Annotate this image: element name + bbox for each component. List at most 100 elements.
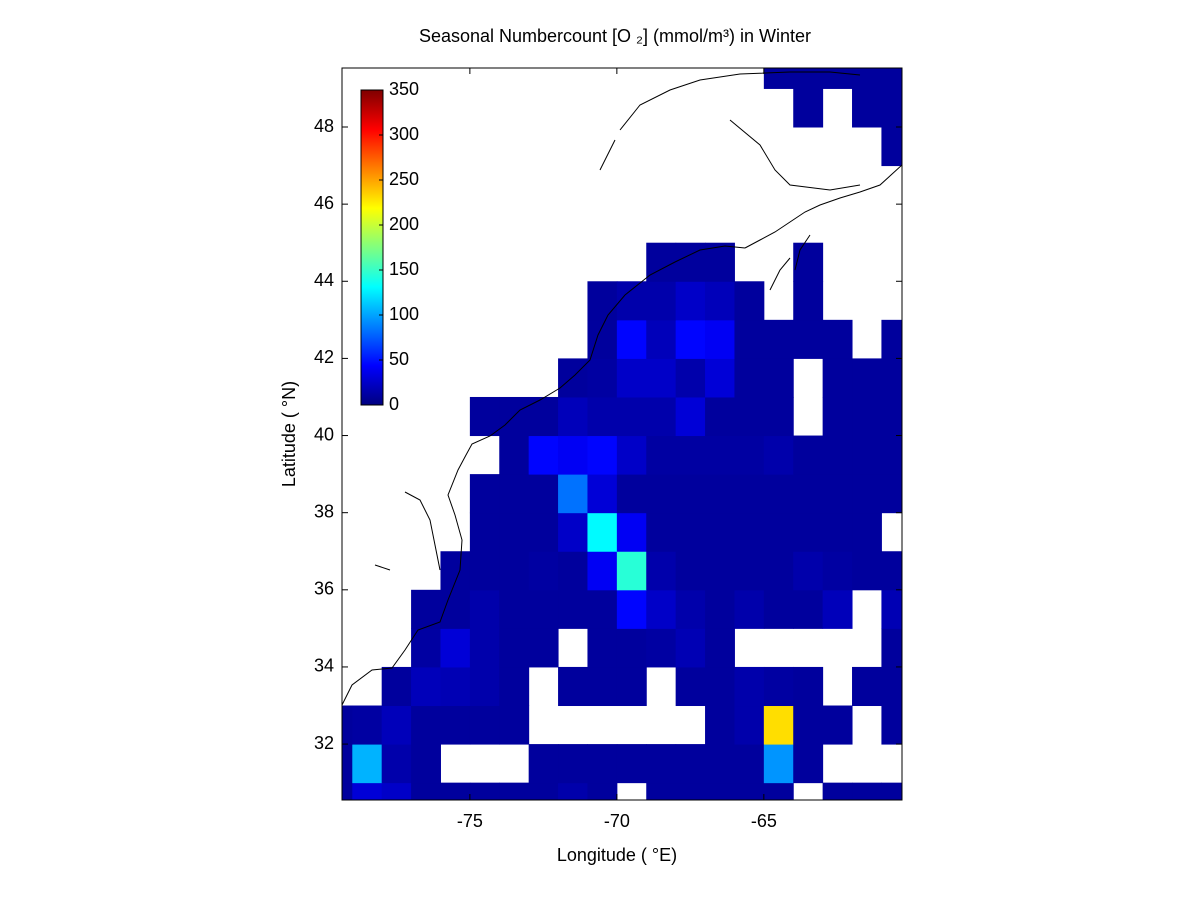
cell bbox=[440, 666, 471, 707]
cell bbox=[734, 435, 765, 475]
y-tick-label: 34 bbox=[314, 656, 334, 676]
cell bbox=[793, 319, 824, 359]
cell bbox=[440, 628, 471, 668]
cell bbox=[793, 666, 824, 707]
cell bbox=[822, 589, 853, 629]
cell bbox=[822, 551, 853, 591]
cell bbox=[793, 705, 824, 745]
coast-us bbox=[342, 245, 746, 706]
cell bbox=[734, 705, 765, 745]
cell bbox=[469, 628, 500, 668]
cell bbox=[763, 782, 794, 800]
colorbar-tick-label: 150 bbox=[389, 259, 419, 279]
cell bbox=[763, 551, 794, 591]
cell bbox=[881, 68, 902, 89]
cell bbox=[616, 319, 647, 359]
cell bbox=[440, 705, 471, 745]
cell bbox=[616, 358, 647, 398]
cell bbox=[705, 358, 735, 398]
cell bbox=[705, 628, 735, 668]
cell bbox=[881, 628, 902, 668]
colorbar bbox=[360, 89, 384, 406]
cell bbox=[646, 435, 677, 475]
cell bbox=[881, 127, 902, 167]
cell bbox=[616, 435, 647, 475]
cell bbox=[734, 589, 765, 629]
cell bbox=[675, 744, 706, 784]
cell bbox=[352, 705, 383, 745]
cell bbox=[381, 705, 412, 745]
cell bbox=[675, 242, 706, 282]
cell bbox=[411, 628, 441, 668]
cell bbox=[646, 474, 677, 514]
cell bbox=[646, 551, 677, 591]
cell bbox=[616, 281, 647, 321]
cell bbox=[675, 474, 706, 514]
cell bbox=[558, 396, 588, 437]
x-axis-label: Longitude ( °E) bbox=[557, 845, 677, 865]
cell bbox=[499, 666, 530, 707]
cell bbox=[793, 88, 824, 128]
cell bbox=[881, 358, 902, 398]
cell bbox=[734, 281, 765, 321]
cell bbox=[646, 512, 677, 552]
cell bbox=[587, 281, 618, 321]
cell bbox=[852, 435, 882, 475]
colorbar-tick-label: 300 bbox=[389, 124, 419, 144]
colorbar-tick-label: 350 bbox=[389, 79, 419, 99]
cell bbox=[734, 666, 765, 707]
cell bbox=[675, 589, 706, 629]
cell bbox=[558, 512, 588, 552]
cell bbox=[587, 474, 618, 514]
y-tick-label: 46 bbox=[314, 193, 334, 213]
colorbar-tick-label: 50 bbox=[389, 349, 409, 369]
cell bbox=[411, 589, 441, 629]
cell bbox=[763, 319, 794, 359]
cell bbox=[558, 474, 588, 514]
cell bbox=[881, 705, 902, 745]
cell bbox=[763, 705, 794, 745]
cell bbox=[675, 551, 706, 591]
cell bbox=[822, 782, 853, 800]
cell bbox=[499, 551, 530, 591]
cell bbox=[734, 551, 765, 591]
cell bbox=[734, 474, 765, 514]
cell bbox=[852, 512, 882, 552]
plot-frame bbox=[341, 67, 903, 801]
y-axis-label: Latitude ( °N) bbox=[279, 381, 299, 487]
cell bbox=[734, 512, 765, 552]
cell bbox=[499, 782, 530, 800]
cell bbox=[342, 705, 353, 745]
cell bbox=[440, 589, 471, 629]
cell bbox=[705, 705, 735, 745]
cell bbox=[646, 744, 677, 784]
cell bbox=[616, 512, 647, 552]
cell bbox=[705, 782, 735, 800]
cell bbox=[705, 589, 735, 629]
cell bbox=[793, 281, 824, 321]
cell bbox=[763, 396, 794, 437]
cell bbox=[881, 319, 902, 359]
cell bbox=[352, 782, 383, 800]
cell bbox=[881, 88, 902, 128]
cell bbox=[411, 744, 441, 784]
cell bbox=[881, 474, 902, 514]
cell bbox=[528, 782, 559, 800]
cell bbox=[469, 589, 500, 629]
cell bbox=[852, 68, 882, 89]
cell bbox=[499, 589, 530, 629]
cell bbox=[528, 589, 559, 629]
cell bbox=[528, 474, 559, 514]
cell bbox=[469, 474, 500, 514]
cell bbox=[793, 551, 824, 591]
cell bbox=[587, 628, 618, 668]
cell bbox=[528, 512, 559, 552]
cell bbox=[587, 666, 618, 707]
cell bbox=[616, 589, 647, 629]
cell bbox=[881, 782, 902, 800]
cell bbox=[705, 512, 735, 552]
cell bbox=[616, 474, 647, 514]
cell bbox=[440, 551, 471, 591]
cell bbox=[558, 744, 588, 784]
